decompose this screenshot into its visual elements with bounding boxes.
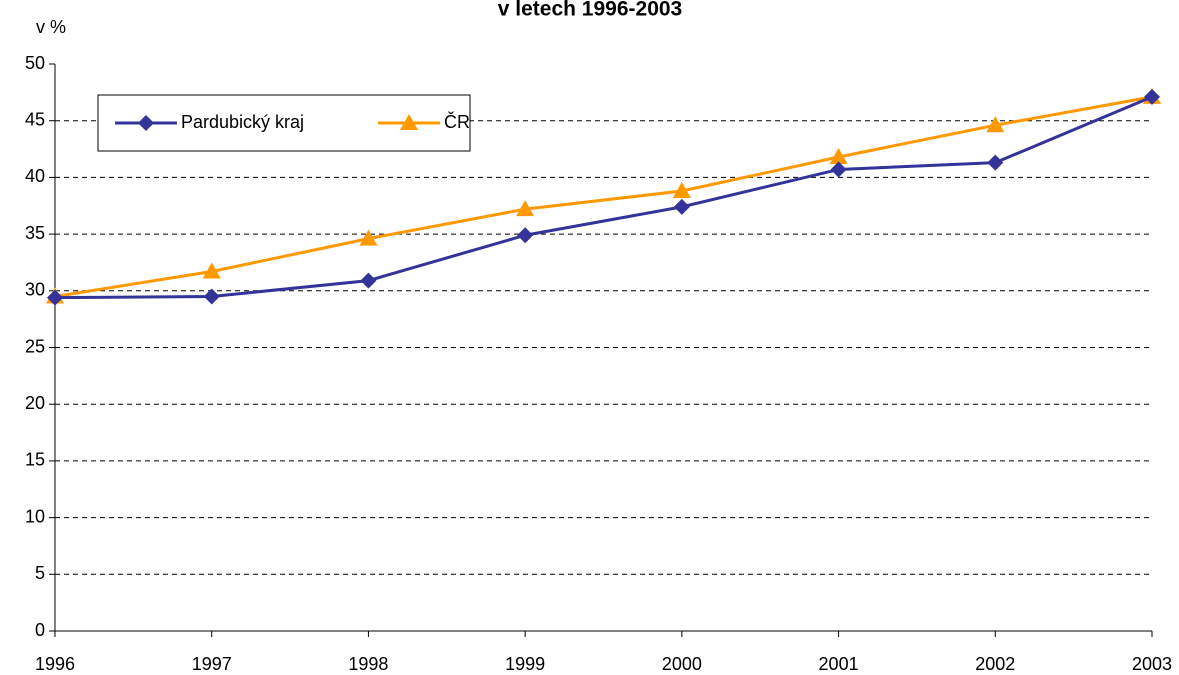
marker	[359, 229, 378, 246]
marker	[672, 182, 691, 199]
y-tick-label: 15	[25, 450, 45, 470]
x-tick-label: 2000	[662, 654, 702, 674]
legend-label: ČR	[444, 111, 470, 132]
y-axis-label: v %	[36, 17, 66, 37]
y-tick-label: 35	[25, 223, 45, 243]
y-tick-label: 0	[35, 620, 45, 640]
x-tick-label: 1999	[505, 654, 545, 674]
y-tick-label: 45	[25, 109, 45, 129]
marker	[47, 289, 63, 306]
x-tick-label: 1997	[192, 654, 232, 674]
y-tick-label: 25	[25, 336, 45, 356]
y-tick-label: 50	[25, 53, 45, 73]
marker	[202, 262, 221, 279]
marker	[360, 272, 377, 289]
x-tick-label: 2003	[1132, 654, 1172, 674]
series-line	[54, 95, 1153, 298]
marker	[987, 154, 1004, 171]
marker	[138, 115, 154, 131]
x-tick-label: 2001	[819, 654, 859, 674]
y-tick-label: 10	[25, 506, 45, 526]
x-tick-label: 2002	[975, 654, 1015, 674]
marker	[1144, 88, 1160, 105]
marker	[986, 116, 1005, 133]
marker	[829, 147, 848, 164]
x-tick-label: 1998	[348, 654, 388, 674]
marker	[830, 161, 847, 178]
marker	[673, 198, 690, 215]
marker	[517, 227, 534, 244]
chart-title: v letech 1996-2003	[498, 0, 682, 21]
y-tick-label: 5	[35, 563, 45, 583]
legend-label: Pardubický kraj	[181, 112, 304, 132]
y-tick-label: 30	[25, 280, 45, 300]
y-tick-label: 40	[25, 166, 45, 186]
marker	[516, 200, 535, 217]
marker	[400, 114, 418, 130]
series-line	[54, 95, 1153, 300]
y-tick-label: 20	[25, 393, 45, 413]
marker	[203, 288, 220, 305]
x-tick-label: 1996	[35, 654, 75, 674]
